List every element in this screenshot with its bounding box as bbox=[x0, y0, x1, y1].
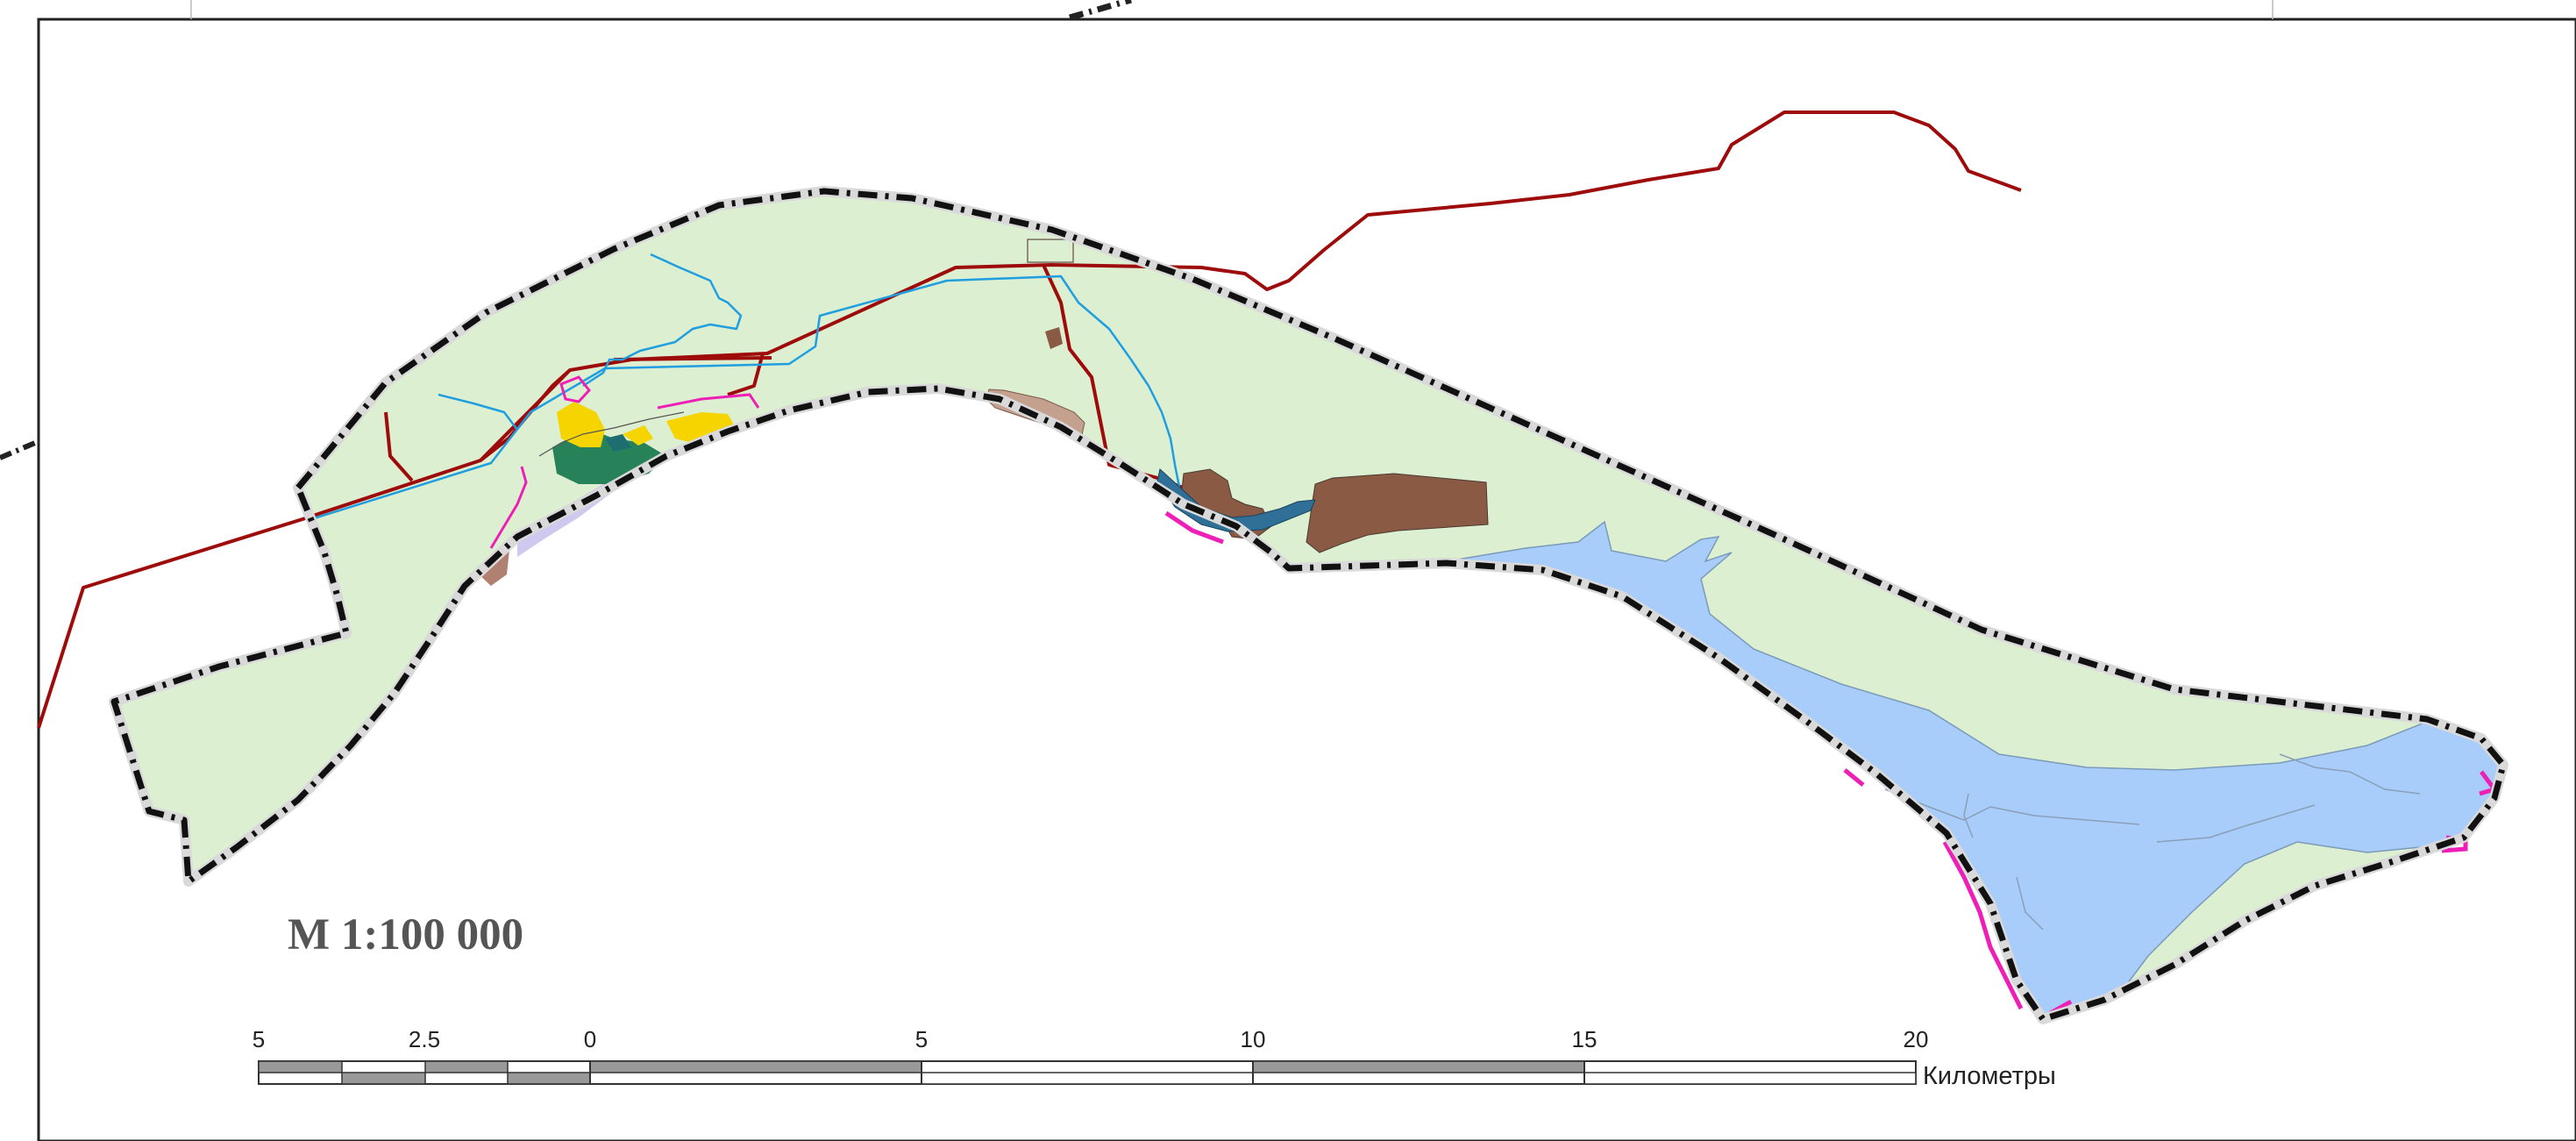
settlement-outline bbox=[538, 411, 685, 457]
zone-outline-north bbox=[1027, 239, 1074, 263]
settlement-magenta-2 bbox=[657, 393, 760, 410]
scale-tick-label: 2.5 bbox=[409, 1026, 440, 1052]
zone-industrial-large bbox=[1306, 473, 1489, 553]
settlement-teal bbox=[605, 434, 631, 452]
creek-west bbox=[438, 393, 518, 431]
scale-unit-label: Километры bbox=[1923, 1062, 2056, 1090]
road-spur-1 bbox=[1042, 264, 1228, 502]
main-road bbox=[37, 111, 2022, 729]
scale-bar bbox=[258, 1060, 1917, 1085]
scale-tick-label: 0 bbox=[584, 1026, 596, 1052]
zone-channel bbox=[1156, 468, 1316, 532]
scale-tick-label: 5 bbox=[915, 1026, 928, 1052]
zone-small-brown bbox=[1045, 327, 1063, 349]
rivers bbox=[310, 253, 1202, 521]
bay-shoreline-details bbox=[1884, 753, 2421, 931]
territory-boundary-dashes bbox=[110, 188, 2507, 1023]
scale-tick-label: 20 bbox=[1904, 1026, 1929, 1052]
scale-tick-label: 10 bbox=[1241, 1026, 1266, 1052]
creek-north bbox=[582, 253, 743, 388]
settlement-magenta-3 bbox=[489, 466, 528, 549]
road-spur-2 bbox=[384, 411, 414, 482]
scale-title: М 1:100 000 bbox=[288, 910, 523, 959]
scale-tick-label: 15 bbox=[1572, 1026, 1598, 1052]
settlement-yellow-3 bbox=[623, 425, 653, 446]
settlement-magenta-1 bbox=[559, 375, 591, 403]
main-river bbox=[310, 275, 1202, 521]
scale-tick-label: 5 bbox=[253, 1026, 265, 1052]
road-spur-4 bbox=[613, 356, 772, 361]
settlement-yellow-1 bbox=[557, 402, 605, 447]
scale-tick-labels: 5 2.5 0 5 10 15 20 bbox=[253, 1026, 1929, 1052]
